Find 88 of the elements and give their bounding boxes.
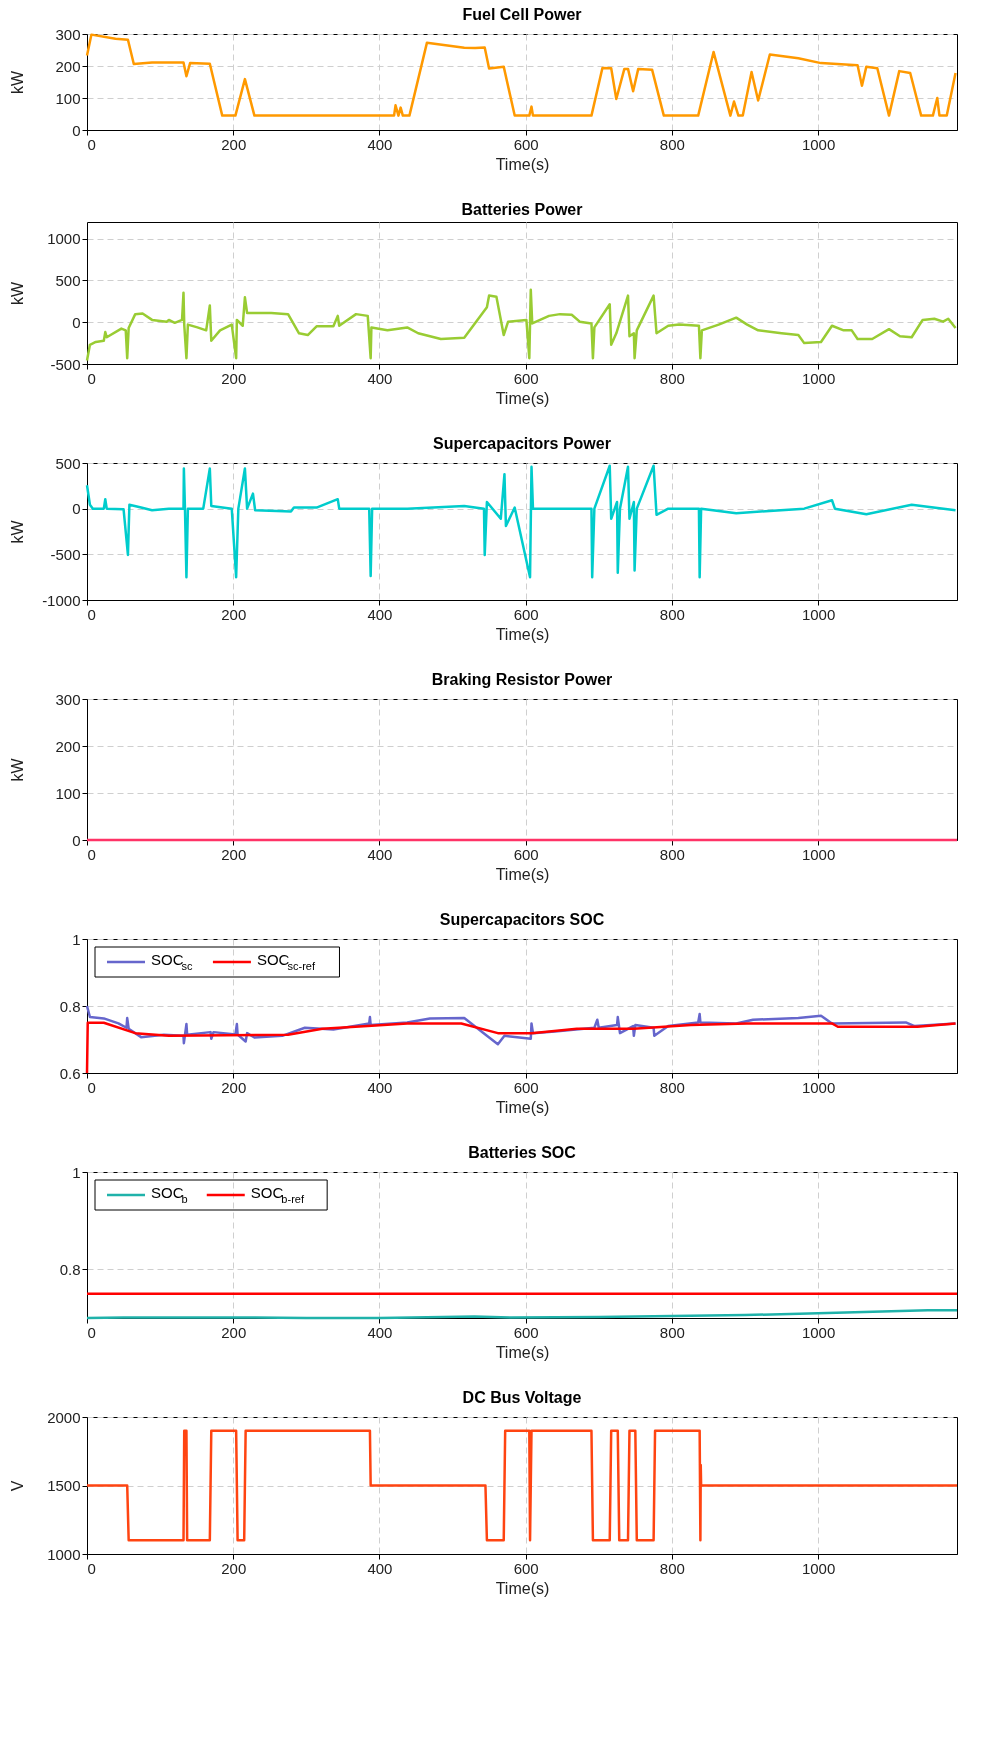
y-tick-label: 300 xyxy=(55,690,81,708)
y-axis-title: kW xyxy=(8,281,26,306)
y-axis-title: kW xyxy=(8,519,26,544)
x-axis-title: Time(s) xyxy=(495,389,550,407)
x-tick-label: 400 xyxy=(367,1323,393,1341)
y-tick-label: 1000 xyxy=(47,230,81,248)
y-axis-title: kW xyxy=(8,70,26,95)
x-tick-label: 400 xyxy=(367,845,393,863)
y-tick-label: -500 xyxy=(50,545,81,563)
y-tick-label: 2000 xyxy=(47,1408,81,1426)
x-tick-label: 800 xyxy=(659,605,685,623)
chart-title: DC Bus Voltage xyxy=(462,1389,582,1406)
y-tick-label: 0.6 xyxy=(59,1064,81,1082)
y-tick-label: 100 xyxy=(55,89,81,107)
x-tick-label: 0 xyxy=(87,1323,96,1341)
x-tick-label: 1000 xyxy=(801,605,836,623)
x-tick-label: 200 xyxy=(221,1323,247,1341)
x-tick-label: 800 xyxy=(659,135,685,153)
y-tick-label: 500 xyxy=(55,454,81,472)
x-tick-label: 200 xyxy=(221,1078,247,1096)
x-tick-label: 200 xyxy=(221,369,247,387)
x-tick-label: 200 xyxy=(221,135,247,153)
x-tick-label: 0 xyxy=(87,1078,96,1096)
x-axis-title: Time(s) xyxy=(495,1098,550,1116)
x-tick-label: 600 xyxy=(513,845,539,863)
x-tick-label: 600 xyxy=(513,1323,539,1341)
x-tick-label: 1000 xyxy=(801,1323,836,1341)
x-tick-label: 400 xyxy=(367,1078,393,1096)
x-tick-label: 600 xyxy=(513,1559,539,1577)
x-tick-label: 600 xyxy=(513,1078,539,1096)
x-axis-title: Time(s) xyxy=(495,1579,550,1597)
chart-title: Braking Resistor Power xyxy=(431,671,613,688)
y-tick-label: 1 xyxy=(72,1163,81,1181)
y-tick-label: 500 xyxy=(55,271,81,289)
x-tick-label: 1000 xyxy=(801,1559,836,1577)
y-tick-label: -1000 xyxy=(42,591,81,609)
y-tick-label: 0 xyxy=(72,831,81,849)
x-axis-title: Time(s) xyxy=(495,865,550,883)
y-tick-label: 300 xyxy=(55,25,81,43)
y-tick-label: 0 xyxy=(72,121,81,139)
y-tick-label: 1500 xyxy=(47,1477,81,1494)
y-tick-label: 0 xyxy=(72,313,81,331)
x-tick-label: 0 xyxy=(87,1559,96,1577)
line-series xyxy=(85,464,957,579)
x-tick-label: 600 xyxy=(513,605,539,623)
x-tick-label: 400 xyxy=(367,605,393,623)
y-axis-title: kW xyxy=(8,757,26,782)
y-tick-label: 100 xyxy=(55,784,81,802)
x-tick-label: 800 xyxy=(659,1559,685,1577)
x-tick-label: 0 xyxy=(87,845,96,863)
x-tick-label: 200 xyxy=(221,605,247,623)
x-axis-title: Time(s) xyxy=(495,1343,550,1361)
x-tick-label: 800 xyxy=(659,1323,685,1341)
line-series xyxy=(85,1429,959,1542)
x-tick-label: 0 xyxy=(87,605,96,623)
x-tick-label: 1000 xyxy=(801,135,836,153)
x-tick-label: 1000 xyxy=(801,369,836,387)
y-tick-label: 1000 xyxy=(47,1545,81,1563)
x-tick-label: 1000 xyxy=(801,845,836,863)
x-tick-label: 800 xyxy=(659,1078,685,1096)
y-tick-label: 0.8 xyxy=(59,1260,81,1278)
y-tick-label: 1 xyxy=(72,930,81,948)
y-axis-title: V xyxy=(8,1480,26,1492)
x-tick-label: 0 xyxy=(87,369,96,387)
x-axis-title: Time(s) xyxy=(495,625,550,643)
x-tick-label: 200 xyxy=(221,845,247,863)
x-tick-label: 800 xyxy=(659,369,685,387)
x-tick-label: 400 xyxy=(367,369,393,387)
x-tick-label: 400 xyxy=(367,1559,393,1577)
x-tick-label: 200 xyxy=(221,1559,247,1577)
chart-title: Batteries SOC xyxy=(468,1144,577,1161)
x-tick-label: 0 xyxy=(87,135,96,153)
chart-title: Fuel Cell Power xyxy=(462,6,582,23)
y-tick-label: -500 xyxy=(50,355,81,373)
x-tick-label: 800 xyxy=(659,845,685,863)
x-tick-label: 1000 xyxy=(801,1078,836,1096)
y-tick-label: 200 xyxy=(55,57,81,75)
chart-title: Supercapacitors Power xyxy=(433,435,611,452)
x-tick-label: 600 xyxy=(513,135,539,153)
chart-title: Supercapacitors SOC xyxy=(439,911,605,928)
x-tick-label: 600 xyxy=(513,369,539,387)
x-axis-title: Time(s) xyxy=(495,155,550,173)
chart-title: Batteries Power xyxy=(461,201,583,218)
y-tick-label: 0 xyxy=(72,500,81,518)
x-tick-label: 400 xyxy=(367,135,393,153)
y-tick-label: 0.8 xyxy=(59,997,81,1015)
line-series xyxy=(85,33,957,117)
y-tick-label: 200 xyxy=(55,737,81,755)
